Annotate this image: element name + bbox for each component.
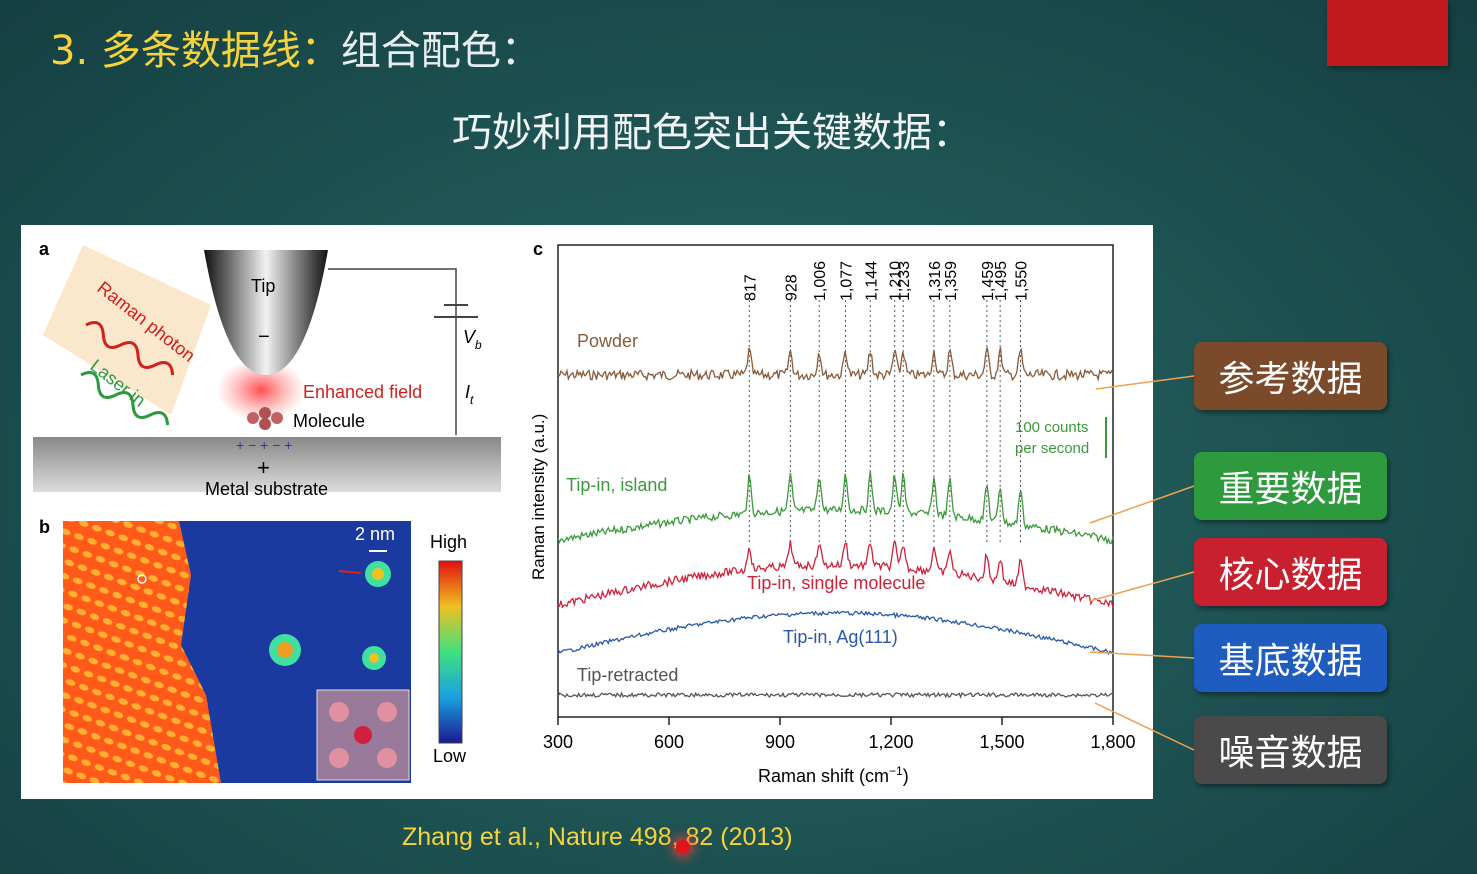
- x-tick-label: 600: [654, 732, 684, 752]
- colorbar-low: Low: [433, 746, 467, 766]
- tip-label: Tip: [251, 276, 275, 296]
- title-number: 3.: [50, 28, 89, 74]
- raman-wave: [85, 321, 175, 376]
- panel-a-letter: a: [39, 239, 50, 259]
- molecular-island: [63, 521, 221, 783]
- x-tick-label: 1,200: [868, 732, 913, 752]
- colorbar: [438, 560, 463, 744]
- peak-label: 1,210: [888, 261, 905, 301]
- scalebar-label-1: 100 counts: [1015, 419, 1088, 436]
- peak-label: 817: [742, 274, 759, 301]
- series-line: [557, 691, 1114, 699]
- peak-label: 1,077: [838, 261, 855, 301]
- y-axis-label: Raman intensity (a.u.): [529, 414, 548, 580]
- x-tick-label: 900: [765, 732, 795, 752]
- series-line: [557, 610, 1114, 656]
- series-line: [557, 540, 1114, 609]
- enhanced-field-glow: [216, 358, 306, 422]
- scalebar-label-2: per second: [1015, 440, 1089, 457]
- series-label: Tip-in, Ag(111): [783, 627, 898, 647]
- series-line: [557, 346, 1114, 382]
- series-label: Tip-in, single molecule: [747, 573, 925, 593]
- label-box: 噪音数据: [1194, 716, 1387, 784]
- scale-label: 2 nm: [355, 524, 395, 544]
- series-label: Powder: [577, 331, 638, 351]
- figure-panel: a Tip − Enhanced field Molecule + − + − …: [21, 225, 1153, 799]
- x-tick-label: 300: [543, 732, 573, 752]
- tip-minus: −: [258, 326, 270, 348]
- peak-label: 1,316: [927, 261, 944, 301]
- inset-molecule-icon: [329, 702, 397, 768]
- panel-c-letter: c: [533, 239, 543, 259]
- x-tick-label: 1,800: [1090, 732, 1135, 752]
- it-label: It: [465, 382, 474, 407]
- series-line: [557, 470, 1114, 546]
- citation: Zhang et al., Nature 498, 82 (2013): [402, 823, 793, 851]
- peak-label: 1,495: [993, 261, 1010, 301]
- photon-beam: [43, 245, 211, 415]
- island-marker: [137, 574, 147, 584]
- tip-shape: [204, 250, 328, 375]
- laser-wave: [80, 371, 170, 426]
- metal-substrate: [33, 437, 501, 492]
- series-lines: [557, 346, 1114, 699]
- x-tick-label: 1,500: [979, 732, 1024, 752]
- red-decoration: [1327, 0, 1448, 66]
- enhanced-field-label: Enhanced field: [303, 382, 422, 402]
- substrate-label: Metal substrate: [205, 479, 328, 499]
- label-box: 基底数据: [1194, 624, 1387, 692]
- figure-svg: a Tip − Enhanced field Molecule + − + − …: [33, 239, 1136, 786]
- slide-subtitle: 巧妙利用配色突出关键数据：: [452, 110, 972, 156]
- peak-label: 928: [783, 274, 800, 301]
- substrate-plus: +: [257, 455, 270, 480]
- slide-title: 3. 多条数据线：组合配色：: [50, 18, 541, 76]
- x-axis-ticks: 300 600 900 1,200 1,500 1,800: [543, 717, 1136, 752]
- molecule-label: Molecule: [293, 411, 365, 431]
- label-box: 核心数据: [1194, 538, 1387, 606]
- series-label: Tip-in, island: [566, 475, 667, 495]
- peak-label: 1,006: [812, 261, 829, 301]
- label-box: 参考数据: [1194, 342, 1387, 410]
- series-labels: Powder Tip-in, island Tip-in, single molec…: [566, 331, 925, 685]
- x-axis-label: Raman shift (cm−1): [758, 764, 909, 786]
- vb-label: Vb: [463, 327, 482, 352]
- label-box: 重要数据: [1194, 452, 1387, 520]
- title-rest: 组合配色：: [340, 28, 541, 74]
- plot-frame: [557, 244, 1114, 718]
- charges: + − + − +: [236, 437, 292, 453]
- title-main: 多条数据线：: [100, 28, 341, 74]
- peak-label: 1,144: [863, 261, 880, 301]
- peak-label: 1,359: [943, 261, 960, 301]
- red-arrow-icon: [338, 570, 362, 574]
- panel-b-letter: b: [39, 517, 50, 537]
- peak-label: 1,550: [1014, 261, 1031, 301]
- series-label: Tip-retracted: [577, 665, 678, 685]
- circuit-wire: [328, 268, 457, 435]
- peak-label: 1,459: [980, 261, 997, 301]
- pointer-cursor-icon: [676, 840, 690, 854]
- colorbar-high: High: [430, 532, 467, 552]
- molecule-icon: [247, 407, 283, 430]
- peak-label: 1,233: [896, 261, 913, 301]
